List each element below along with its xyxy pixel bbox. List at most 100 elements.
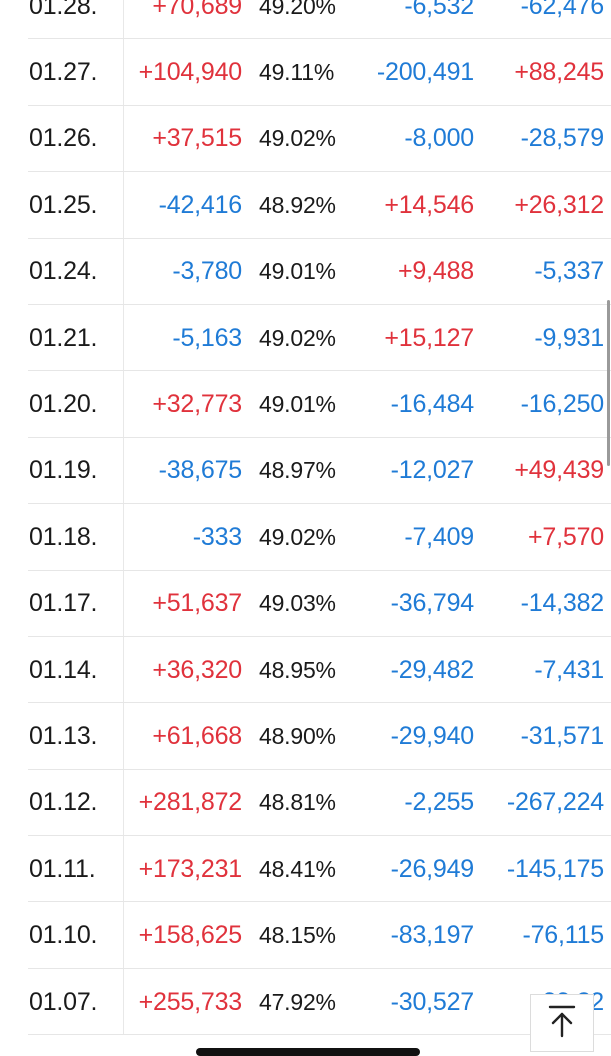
value-cell-a: +281,872 (138, 788, 243, 817)
value-cell-a: +104,940 (138, 58, 243, 87)
value-cell-b: +14,546 (384, 190, 474, 219)
table-row[interactable]: 01.27. +104,940 49.11% -200,491 +88,245 (0, 39, 611, 107)
percent-cell: 49.02% (259, 324, 336, 351)
percent-cell: 48.81% (259, 789, 336, 816)
arrow-up-to-top-icon (547, 1004, 577, 1043)
value-cell-a: +255,733 (138, 987, 243, 1016)
value-cell-c: +26,312 (514, 190, 604, 219)
percent-cell: 49.01% (259, 258, 336, 285)
value-cell-a: +32,773 (152, 390, 242, 419)
date-cell: 01.27. (29, 58, 98, 87)
percent-cell: 48.90% (259, 722, 336, 749)
table-row[interactable]: 01.24. -3,780 49.01% +9,488 -5,337 (0, 239, 611, 306)
value-cell-b: -26,949 (390, 854, 475, 883)
value-cell-b: -6,532 (404, 0, 474, 20)
date-cell: 01.21. (29, 323, 98, 352)
value-cell-c: -62,476 (520, 0, 605, 20)
value-cell-b: -29,940 (390, 721, 475, 750)
value-cell-a: -38,675 (158, 456, 243, 485)
date-cell: 01.14. (29, 655, 98, 684)
table-row[interactable]: 01.13. +61,668 48.90% -29,940 -31,571 (0, 703, 611, 771)
value-cell-b: -29,482 (390, 655, 475, 684)
value-cell-c: -7,431 (534, 655, 604, 684)
value-cell-c: -14,382 (520, 589, 605, 618)
percent-cell: 49.03% (259, 590, 336, 617)
percent-cell: 48.92% (259, 191, 336, 218)
value-cell-b: -7,409 (404, 522, 474, 551)
value-cell-b: -30,527 (390, 987, 475, 1016)
percent-cell: 48.41% (259, 855, 336, 882)
value-cell-b: -200,491 (376, 58, 474, 87)
value-cell-a: +173,231 (138, 854, 243, 883)
value-cell-c: -76,115 (522, 921, 604, 950)
value-cell-c: -145,175 (506, 854, 604, 883)
value-cell-c: +7,570 (528, 522, 604, 551)
table-row[interactable]: 01.14. +36,320 48.95% -29,482 -7,431 (0, 637, 611, 704)
table-row[interactable]: 01.20. +32,773 49.01% -16,484 -16,250 (0, 371, 611, 439)
table-row[interactable]: 01.25. -42,416 48.92% +14,546 +26,312 (0, 172, 611, 239)
date-cell: 01.19. (29, 456, 98, 485)
value-cell-a: +158,625 (138, 921, 243, 950)
value-cell-a: -5,163 (172, 323, 242, 352)
percent-cell: 49.11% (259, 59, 335, 86)
value-cell-a: -333 (192, 522, 242, 551)
date-cell: 01.26. (29, 124, 98, 153)
table-row[interactable]: 01.11. +173,231 48.41% -26,949 -145,175 (0, 836, 611, 903)
percent-cell: 49.02% (259, 523, 336, 550)
date-cell: 01.24. (29, 257, 98, 286)
value-cell-c: -9,931 (534, 323, 604, 352)
value-cell-c: -31,571 (520, 721, 605, 750)
table-row[interactable]: 01.10. +158,625 48.15% -83,197 -76,115 (0, 902, 611, 970)
percent-cell: 49.20% (259, 0, 336, 19)
home-indicator (196, 1048, 420, 1056)
table-row[interactable]: 01.12. +281,872 48.81% -2,255 -267,224 (0, 770, 611, 837)
table-row[interactable]: 01.17. +51,637 49.03% -36,794 -14,382 (0, 571, 611, 638)
value-cell-b: -36,794 (390, 589, 475, 618)
value-cell-b: -2,255 (404, 788, 474, 817)
scrollbar[interactable] (607, 300, 610, 466)
date-cell: 01.10. (29, 921, 98, 950)
value-cell-c: +88,245 (514, 58, 604, 87)
date-cell: 01.18. (29, 522, 98, 551)
value-cell-b: +15,127 (384, 323, 474, 352)
date-cell: 01.12. (29, 788, 98, 817)
table-row[interactable]: 01.19. -38,675 48.97% -12,027 +49,439 (0, 438, 611, 505)
value-cell-b: -12,027 (390, 456, 475, 485)
table-row[interactable]: 01.21. -5,163 49.02% +15,127 -9,931 (0, 305, 611, 372)
column-divider (123, 0, 124, 1036)
value-cell-b: -83,197 (390, 921, 475, 950)
value-cell-c: -28,579 (520, 124, 605, 153)
table-row[interactable]: 01.28. +70,689 49.20% -6,532 -62,476 (0, 0, 611, 40)
value-cell-b: +9,488 (398, 257, 474, 286)
date-cell: 01.20. (29, 390, 98, 419)
value-cell-c: -267,224 (506, 788, 604, 817)
table-row[interactable]: 01.26. +37,515 49.02% -8,000 -28,579 (0, 106, 611, 173)
value-cell-b: -8,000 (404, 124, 474, 153)
value-cell-a: -42,416 (158, 190, 243, 219)
date-cell: 01.17. (29, 589, 98, 618)
value-cell-a: +70,689 (152, 0, 242, 20)
percent-cell: 48.95% (259, 656, 336, 683)
value-cell-c: -5,337 (534, 257, 604, 286)
value-cell-c: +49,439 (514, 456, 604, 485)
value-cell-c: -16,250 (520, 390, 605, 419)
percent-cell: 48.15% (259, 922, 336, 949)
value-cell-a: -3,780 (172, 257, 242, 286)
percent-cell: 49.02% (259, 125, 336, 152)
table-row[interactable]: 01.18. -333 49.02% -7,409 +7,570 (0, 504, 611, 571)
value-cell-a: +51,637 (152, 589, 242, 618)
date-cell: 01.11. (29, 854, 96, 883)
date-cell: 01.28. (29, 0, 98, 20)
date-cell: 01.07. (29, 987, 98, 1016)
percent-cell: 47.92% (259, 988, 336, 1015)
percent-cell: 49.01% (259, 391, 336, 418)
value-cell-a: +37,515 (152, 124, 242, 153)
value-cell-a: +36,320 (152, 655, 242, 684)
value-cell-b: -16,484 (390, 390, 475, 419)
date-cell: 01.25. (29, 190, 98, 219)
scroll-to-top-button[interactable] (530, 994, 594, 1052)
percent-cell: 48.97% (259, 457, 336, 484)
